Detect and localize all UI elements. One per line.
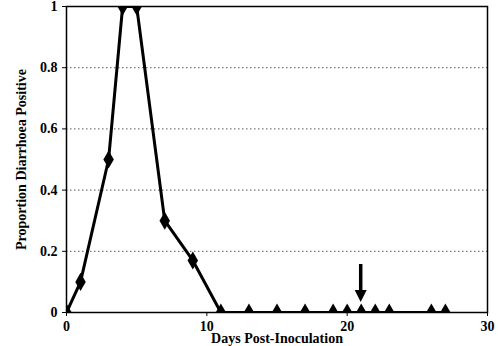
- svg-text:0.6: 0.6: [40, 121, 58, 136]
- svg-text:1: 1: [51, 0, 58, 14]
- svg-text:0.2: 0.2: [40, 244, 58, 259]
- svg-text:10: 10: [199, 319, 214, 335]
- svg-text:Proportion Diarrhoea Positive: Proportion Diarrhoea Positive: [14, 69, 29, 250]
- svg-text:0.4: 0.4: [40, 183, 58, 198]
- svg-text:0.8: 0.8: [40, 60, 58, 75]
- svg-text:0: 0: [63, 319, 70, 334]
- svg-text:20: 20: [340, 319, 355, 335]
- svg-text:0: 0: [51, 305, 58, 320]
- svg-text:30: 30: [481, 319, 495, 334]
- svg-text:Days Post-Inoculation: Days Post-Inoculation: [211, 331, 343, 346]
